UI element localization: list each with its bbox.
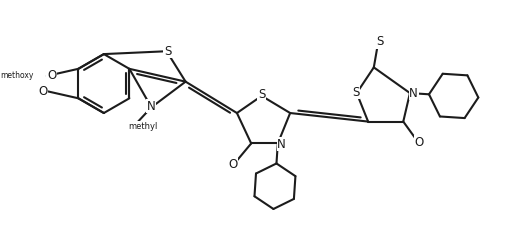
Text: methyl: methyl [128, 122, 158, 131]
Text: methoxy: methoxy [0, 71, 34, 79]
Text: S: S [258, 89, 265, 101]
Text: N: N [277, 138, 286, 151]
Text: N: N [147, 100, 156, 113]
Text: methoxy: methoxy [15, 79, 46, 85]
Text: O: O [415, 136, 424, 149]
Text: O: O [47, 69, 56, 82]
Text: S: S [164, 45, 171, 58]
Text: N: N [409, 86, 418, 100]
Text: O: O [38, 85, 48, 98]
Text: methyl: methyl [128, 122, 152, 128]
Text: S: S [376, 35, 383, 48]
Text: S: S [352, 86, 359, 99]
Text: O: O [228, 158, 238, 171]
